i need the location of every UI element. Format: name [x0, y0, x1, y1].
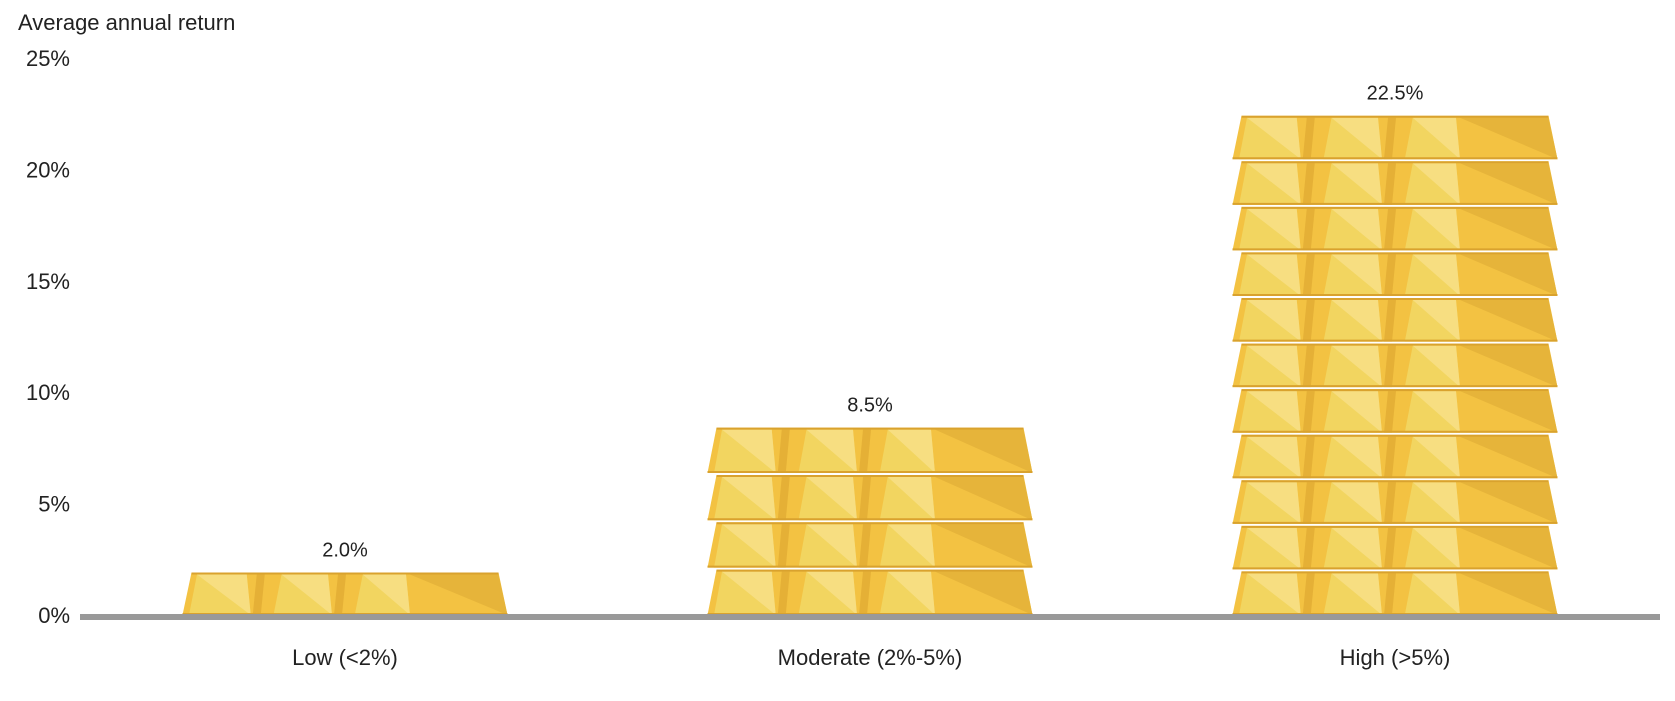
y-tick-label: 20%: [26, 157, 70, 182]
y-tick-label: 15%: [26, 269, 70, 294]
gold-bar: [1232, 434, 1558, 479]
gold-bar: [707, 522, 1033, 568]
gold-bar: [1232, 480, 1558, 524]
y-tick-label: 0%: [38, 603, 70, 628]
x-category-label: Low (<2%): [292, 645, 398, 670]
gold-bar: [707, 427, 1033, 473]
bars-group: [182, 115, 1558, 615]
bar-value-label: 22.5%: [1367, 83, 1424, 105]
gold-bar: [1232, 206, 1558, 251]
x-category-label: Moderate (2%-5%): [778, 645, 963, 670]
y-axis-label: Average annual return: [18, 10, 235, 35]
y-tick-label: 25%: [26, 46, 70, 71]
y-tick-label: 10%: [26, 380, 70, 405]
gold-bar: [1232, 343, 1558, 388]
bar-value-label: 8.5%: [847, 395, 893, 417]
x-category-label: High (>5%): [1340, 645, 1451, 670]
gold-bar: [707, 569, 1033, 615]
gold-bar: [1232, 389, 1558, 433]
y-tick-label: 5%: [38, 492, 70, 517]
gold-bar: [1232, 161, 1558, 205]
gold-bar: [1232, 115, 1558, 160]
gold-bar: [1232, 252, 1558, 296]
x-axis-labels: Low (<2%) Moderate (2%-5%) High (>5%): [292, 645, 1450, 670]
bar-stack: [182, 572, 508, 615]
gold-bar: [1232, 525, 1558, 570]
gold-bar: [182, 572, 508, 615]
gold-bar: [1232, 571, 1558, 615]
bar-stack: [1232, 115, 1558, 615]
bar-value-label: 2.0%: [322, 539, 368, 561]
gold-bar: [1232, 297, 1558, 342]
gold-bar: [707, 474, 1033, 521]
bar-stack: [707, 427, 1033, 615]
value-labels: 2.0% 8.5% 22.5%: [322, 83, 1423, 562]
y-axis-ticks: 0% 5% 10% 15% 20% 25%: [26, 46, 70, 628]
